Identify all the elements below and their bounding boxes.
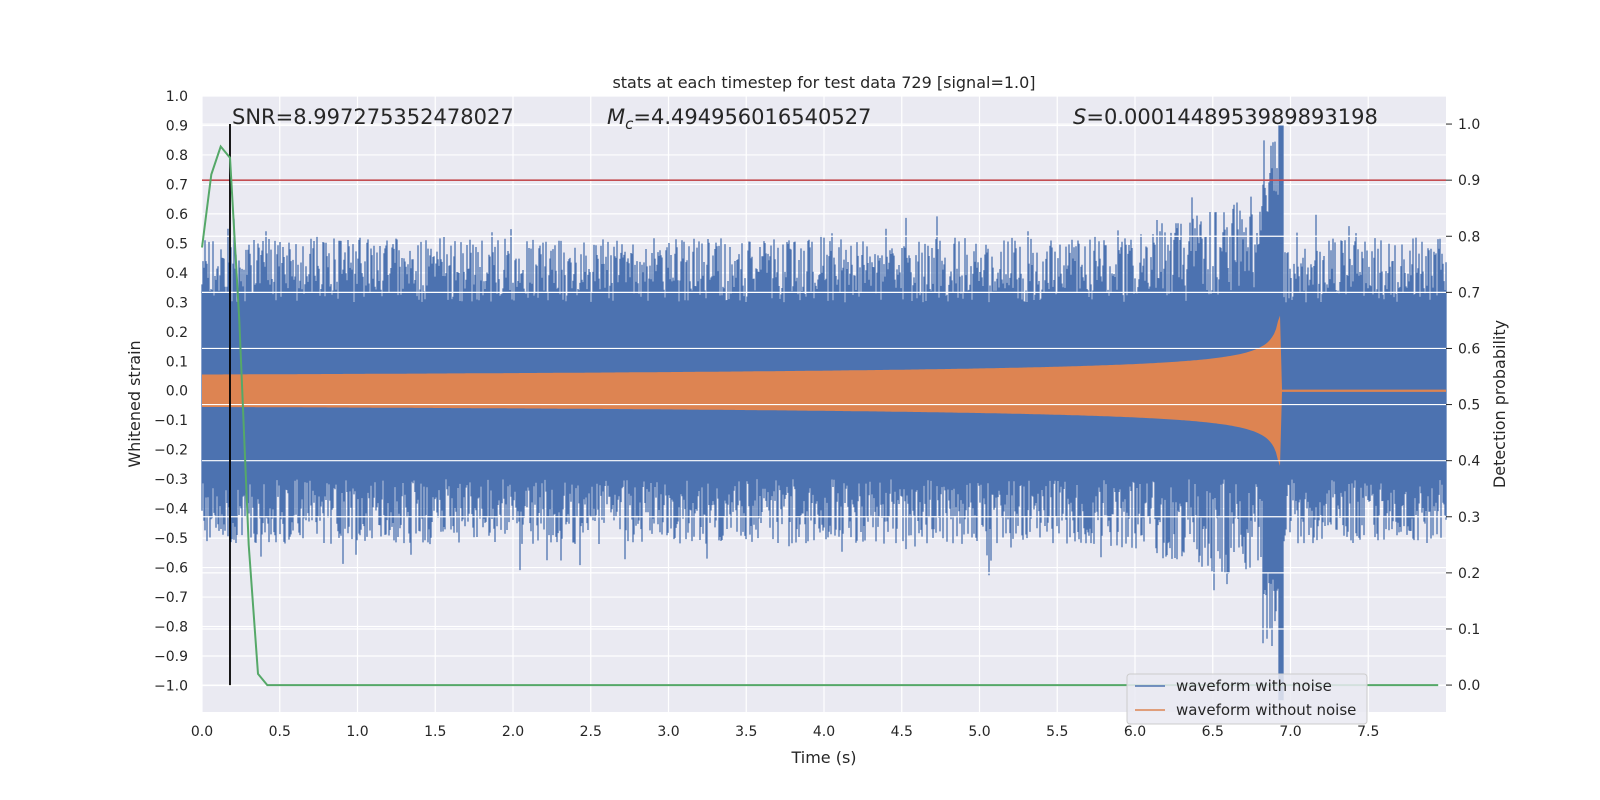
x-axis-label: Time (s) (790, 748, 856, 767)
y-tick-label: 0.2 (166, 325, 188, 341)
right-tick-label: 0.5 (1458, 398, 1480, 414)
y-tick-label: 0.3 (166, 295, 188, 311)
right-tick-label: 0.1 (1458, 622, 1480, 638)
right-tick-label: 0.6 (1458, 341, 1480, 357)
right-tick-label: 0.0 (1458, 678, 1480, 694)
right-tick-label: 0.7 (1458, 285, 1480, 301)
statistic-annotation: S=0.00014489539898931​98 (1073, 105, 1378, 129)
statistic-symbol: S (1073, 105, 1086, 129)
y-axis-right-label: Detection probability (1490, 320, 1509, 488)
y-tick-label: 1.0 (166, 89, 188, 105)
y-tick-label: −0.3 (154, 472, 188, 488)
y-tick-label: −1.0 (154, 678, 188, 694)
x-tick-label: 2.0 (502, 724, 524, 740)
chart-title: stats at each timestep for test data 729… (612, 73, 1035, 92)
y-tick-label: 0.6 (166, 207, 188, 223)
x-tick-label: 0.5 (269, 724, 291, 740)
right-tick-label: 0.2 (1458, 566, 1480, 582)
y-tick-label: 0.1 (166, 354, 188, 370)
y-tick-label: −0.1 (154, 413, 188, 429)
x-tick-label: 4.0 (813, 724, 835, 740)
chirp-mass-value: =4.494956016540527 (633, 105, 871, 129)
legend-label-clean: waveform without noise (1176, 701, 1356, 719)
y-tick-label: −0.8 (154, 620, 188, 636)
x-tick-label: 5.5 (1046, 724, 1068, 740)
chart: 0.0 0.5 1.0 1.5 2.0 2.5 3.0 3.5 4.0 4.5 5.0 5.5 6.0 6… (0, 0, 1600, 800)
right-tick-label: 0.8 (1458, 229, 1480, 245)
x-tick-label: 4.5 (891, 724, 913, 740)
x-tick-label: 0.0 (191, 724, 213, 740)
right-axis-ticks: 1.0 0.9 0.8 0.7 0.6 0.5 0.4 0.3 0.2 0.1 0.0 (1446, 117, 1480, 694)
right-tick-label: 1.0 (1458, 117, 1480, 133)
y-tick-label: 0.0 (166, 384, 188, 400)
x-tick-label: 5.0 (968, 724, 990, 740)
y-tick-label: 0.4 (166, 266, 188, 282)
chirp-mass-symbol: M (607, 105, 625, 129)
y-tick-label: 0.5 (166, 236, 188, 252)
legend: waveform with noise waveform without noi… (1127, 674, 1367, 724)
x-tick-label: 3.5 (735, 724, 757, 740)
chirp-mass-annotation: Mc=4.494956016540527 (607, 105, 871, 133)
y-tick-label: 0.8 (166, 148, 188, 164)
y-tick-label: −0.6 (154, 561, 188, 577)
x-axis-ticks: 0.0 0.5 1.0 1.5 2.0 2.5 3.0 3.5 4.0 4.5 5.0 5.5 6.0 6… (191, 724, 1380, 740)
y-tick-label: −0.5 (154, 531, 188, 547)
y-axis-label: Whitened strain (125, 340, 144, 467)
snr-annotation: SNR=8.997275352478027 (232, 105, 514, 129)
x-tick-label: 1.5 (424, 724, 446, 740)
left-axis-ticks: 1.0 0.9 0.8 0.7 0.6 0.5 0.4 0.3 0.2 0.1 0.0 −0.1 −0.… (154, 89, 188, 694)
right-tick-label: 0.9 (1458, 173, 1480, 189)
x-tick-label: 6.5 (1202, 724, 1224, 740)
x-tick-label: 7.0 (1279, 724, 1301, 740)
x-tick-label: 6.0 (1124, 724, 1146, 740)
legend-label-noise: waveform with noise (1176, 677, 1332, 695)
y-tick-label: 0.9 (166, 118, 188, 134)
y-tick-label: −0.4 (154, 502, 188, 518)
y-tick-label: −0.2 (154, 443, 188, 459)
x-tick-label: 2.5 (580, 724, 602, 740)
right-tick-label: 0.4 (1458, 454, 1480, 470)
x-tick-label: 3.0 (657, 724, 679, 740)
y-tick-label: 0.7 (166, 177, 188, 193)
y-tick-label: −0.7 (154, 590, 188, 606)
statistic-value: =0.00014489539898931​98 (1086, 105, 1378, 129)
x-tick-label: 7.5 (1357, 724, 1379, 740)
y-tick-label: −0.9 (154, 649, 188, 665)
right-tick-label: 0.3 (1458, 510, 1480, 526)
x-tick-label: 1.0 (346, 724, 368, 740)
